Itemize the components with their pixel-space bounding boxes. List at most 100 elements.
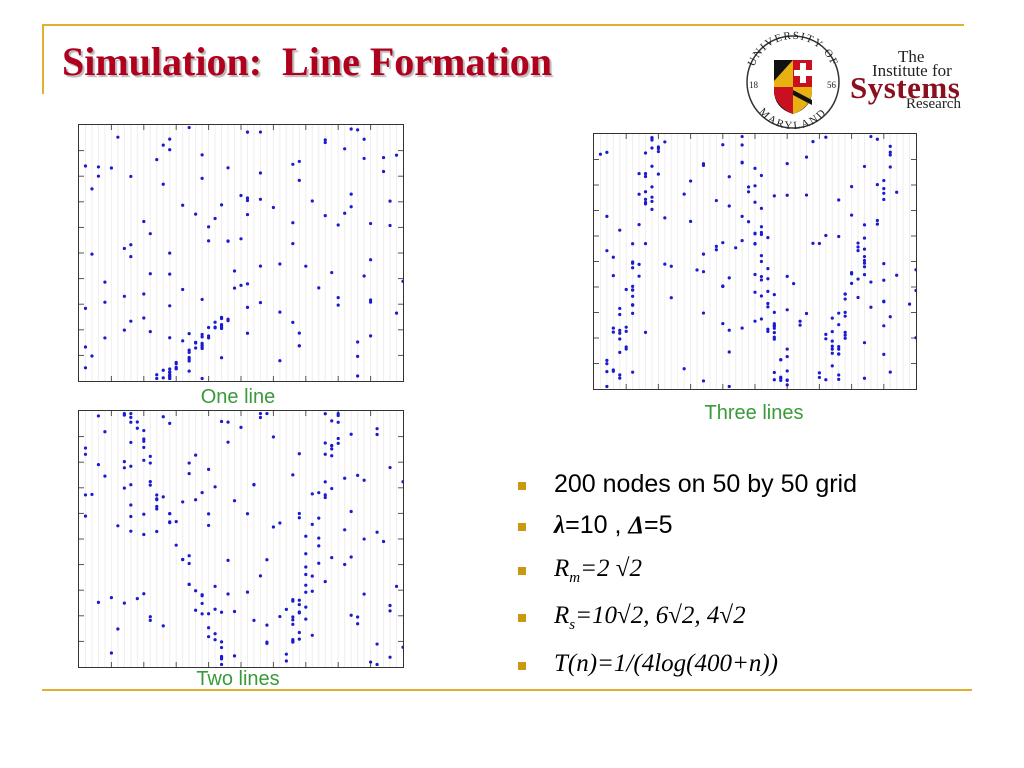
node-dot <box>817 241 821 246</box>
node-dot <box>103 474 107 478</box>
node-dot <box>362 592 366 596</box>
node-dot <box>830 339 834 343</box>
node-dot <box>388 223 392 228</box>
node-dot <box>226 440 230 444</box>
node-dot <box>174 362 178 366</box>
node-dot <box>161 143 165 147</box>
node-dot <box>148 615 152 619</box>
node-dot <box>148 232 152 236</box>
node-dot <box>122 294 126 298</box>
node-dot <box>187 582 191 587</box>
node-dot <box>200 153 204 157</box>
node-dot <box>310 589 314 593</box>
node-dot <box>369 334 373 338</box>
node-dot <box>401 480 403 484</box>
node-dot <box>168 251 172 255</box>
node-dot <box>740 326 744 330</box>
bullet-text: Rm=2 √2 <box>554 555 642 587</box>
node-dot <box>631 288 635 292</box>
node-dot <box>663 262 667 266</box>
node-dot <box>734 246 738 250</box>
node-dot <box>869 134 873 139</box>
node-dot <box>824 135 828 139</box>
node-dot <box>304 565 308 569</box>
node-dot <box>129 319 133 323</box>
node-dot <box>637 192 641 196</box>
node-dot <box>278 359 282 363</box>
node-dot <box>798 323 802 327</box>
node-dot <box>862 261 867 265</box>
node-dot <box>766 329 770 334</box>
node-dot <box>187 357 191 361</box>
node-dot <box>643 242 648 246</box>
node-dot <box>682 192 686 196</box>
node-dot <box>330 555 334 560</box>
node-dot <box>759 206 764 210</box>
node-dot <box>194 212 198 216</box>
node-dot <box>369 298 373 302</box>
node-dot <box>142 292 146 296</box>
node-dot <box>882 299 886 303</box>
node-dot <box>381 155 386 160</box>
caption-three-lines: Three lines <box>704 402 804 424</box>
node-dot <box>200 176 204 180</box>
node-dot <box>824 332 828 336</box>
node-dot <box>862 258 867 263</box>
node-dot <box>168 370 172 374</box>
node-dot <box>856 245 860 249</box>
node-dot <box>375 530 379 534</box>
node-dot <box>161 624 165 628</box>
node-dot <box>779 378 783 383</box>
node-dot <box>207 512 211 516</box>
node-dot <box>343 211 347 215</box>
node-dot <box>297 159 301 164</box>
node-dot <box>116 524 120 528</box>
node-dot <box>862 376 867 380</box>
node-dot <box>882 191 886 195</box>
node-dot <box>785 308 789 312</box>
node-dot <box>83 493 88 497</box>
node-dot <box>323 140 327 145</box>
node-dot <box>631 266 635 270</box>
node-dot <box>779 375 783 379</box>
node-dot <box>83 306 88 310</box>
node-dot <box>394 311 399 315</box>
node-dot <box>142 428 146 433</box>
node-dot <box>317 544 321 548</box>
node-dot <box>766 289 770 293</box>
node-dot <box>888 144 892 148</box>
node-dot <box>278 614 282 619</box>
node-dot <box>258 197 263 201</box>
node-dot <box>759 230 764 235</box>
node-dot <box>766 327 770 331</box>
logo-line-4: Research <box>906 96 961 112</box>
node-dot <box>129 483 133 487</box>
node-dot <box>129 411 133 416</box>
node-dot <box>618 312 622 317</box>
node-dot <box>155 157 159 162</box>
node-dot <box>142 445 146 450</box>
node-dot <box>258 574 263 578</box>
node-dot <box>142 316 146 320</box>
node-dot <box>388 465 392 470</box>
node-dot <box>207 626 211 630</box>
node-dot <box>759 294 764 298</box>
node-dot <box>650 146 654 150</box>
node-dot <box>304 264 308 268</box>
node-dot <box>746 185 751 189</box>
node-dot <box>271 205 275 210</box>
node-dot <box>785 274 789 279</box>
node-dot <box>727 384 731 389</box>
node-dot <box>265 558 269 562</box>
node-dot <box>304 617 308 621</box>
node-dot <box>362 537 366 541</box>
node-dot <box>245 282 250 286</box>
node-dot <box>631 261 635 265</box>
node-dot <box>772 194 776 198</box>
node-dot <box>721 284 725 288</box>
node-dot <box>155 493 159 497</box>
node-dot <box>265 411 269 416</box>
node-dot <box>375 427 379 431</box>
node-dot <box>219 419 224 424</box>
node-dot <box>727 276 731 280</box>
